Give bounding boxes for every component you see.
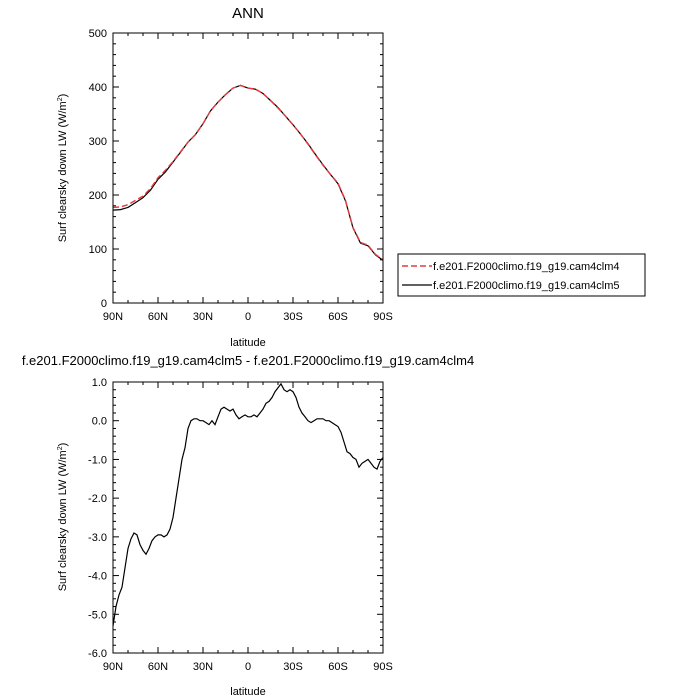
y-tick-label: -1.0 bbox=[88, 454, 107, 466]
bottom-ylabel-sup: 2 bbox=[57, 446, 64, 450]
top-plot-area bbox=[112, 84, 384, 261]
y-tick-label: -6.0 bbox=[88, 648, 107, 660]
x-tick-label: 90S bbox=[373, 661, 393, 673]
top-legend: f.e201.F2000climo.f19_g19.cam4clm4 f.e20… bbox=[397, 253, 646, 297]
bottom-title: f.e201.F2000climo.f19_g19.cam4clm5 - f.e… bbox=[22, 353, 474, 368]
y-tick-label: -2.0 bbox=[88, 493, 107, 505]
y-tick-label: 300 bbox=[89, 136, 107, 148]
difference-line bbox=[112, 382, 384, 626]
y-tick-label: 500 bbox=[89, 28, 107, 40]
x-tick-label: 30S bbox=[283, 661, 303, 673]
bottom-panel: f.e201.F2000climo.f19_g19.cam4clm5 - f.e… bbox=[22, 353, 474, 698]
legend-label-clm4: f.e201.F2000climo.f19_g19.cam4clm4 bbox=[433, 261, 620, 273]
y-tick-label: -3.0 bbox=[88, 532, 107, 544]
legend-label-clm5: f.e201.F2000climo.f19_g19.cam4clm5 bbox=[433, 280, 620, 292]
bottom-plot-frame bbox=[112, 381, 384, 654]
top-xlabel: latitude bbox=[230, 337, 265, 349]
x-tick-label: 90N bbox=[103, 311, 123, 323]
top-y-axis: 0 100 200 300 400 500 bbox=[89, 28, 383, 310]
x-tick-label: 30N bbox=[193, 661, 213, 673]
y-tick-label: -5.0 bbox=[88, 609, 107, 621]
legend-box bbox=[397, 253, 646, 297]
x-tick-label: 30S bbox=[283, 311, 303, 323]
y-tick-label: -4.0 bbox=[88, 571, 107, 583]
y-tick-label: 0 bbox=[101, 298, 107, 310]
y-tick-label: 400 bbox=[89, 82, 107, 94]
x-tick-label: 60S bbox=[328, 661, 348, 673]
bottom-x-axis: 90N 60N 30N 0 30S 60S 90S bbox=[103, 382, 393, 673]
bottom-y-axis: -6.0 -5.0 -4.0 -3.0 -2.0 -1.0 0.0 1.0 bbox=[88, 377, 383, 660]
bottom-ylabel: Surf clearsky down LW (W/m2) bbox=[57, 443, 69, 592]
top-panel: ANN 90N 60N 30N 0 30S 60S 90S 0 100 200 300 400 500… bbox=[57, 5, 646, 349]
x-tick-label: 60N bbox=[148, 661, 168, 673]
top-ylabel-close: ) bbox=[57, 94, 69, 98]
bottom-plot-area bbox=[112, 382, 384, 626]
x-tick-label: 90S bbox=[373, 311, 393, 323]
y-tick-label: 1.0 bbox=[92, 377, 107, 389]
x-tick-label: 30N bbox=[193, 311, 213, 323]
series-line-cam4clm4 bbox=[112, 84, 384, 261]
x-tick-label: 0 bbox=[245, 311, 251, 323]
bottom-xlabel: latitude bbox=[230, 686, 265, 698]
y-tick-label: 0.0 bbox=[92, 416, 107, 428]
x-tick-label: 90N bbox=[103, 661, 123, 673]
top-title: ANN bbox=[232, 5, 264, 22]
top-ylabel-main: Surf clearsky down LW (W/m bbox=[57, 101, 69, 242]
y-tick-label: 100 bbox=[89, 244, 107, 256]
x-tick-label: 0 bbox=[245, 661, 251, 673]
x-tick-label: 60N bbox=[148, 311, 168, 323]
x-tick-label: 60S bbox=[328, 311, 348, 323]
bottom-ylabel-close: ) bbox=[57, 443, 69, 447]
bottom-ylabel-main: Surf clearsky down LW (W/m bbox=[57, 450, 69, 591]
series-line-cam4clm5 bbox=[112, 84, 384, 261]
top-ylabel: Surf clearsky down LW (W/m2) bbox=[57, 94, 69, 243]
y-tick-label: 200 bbox=[89, 190, 107, 202]
top-x-axis: 90N 60N 30N 0 30S 60S 90S bbox=[103, 33, 393, 323]
top-ylabel-sup: 2 bbox=[57, 97, 64, 101]
top-plot-frame bbox=[112, 32, 384, 304]
